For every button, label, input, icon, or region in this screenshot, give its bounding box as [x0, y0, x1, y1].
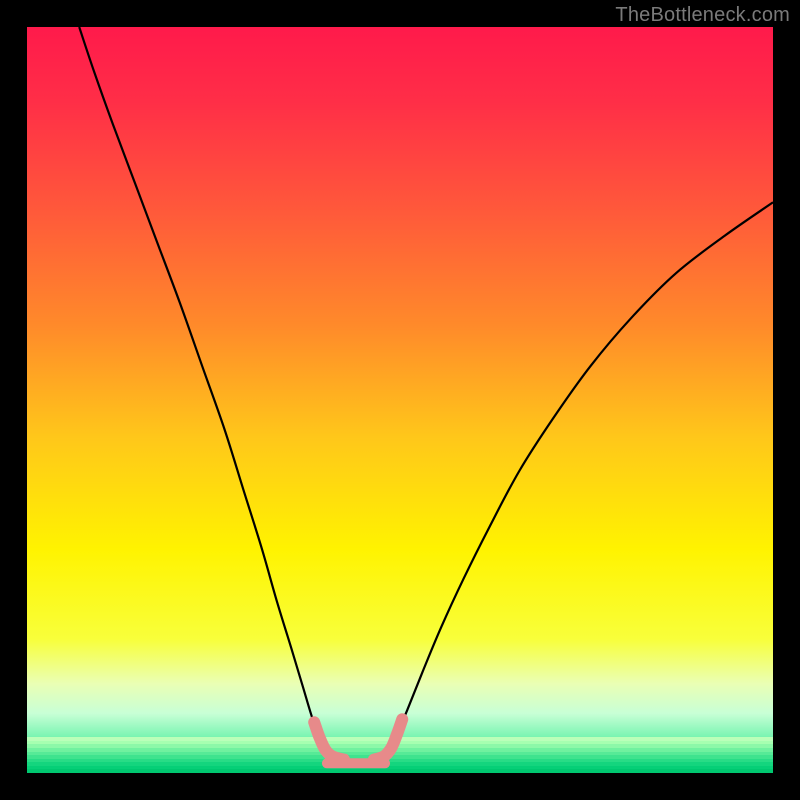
- green-transition-band: [27, 737, 773, 773]
- watermark-text: TheBottleneck.com: [615, 4, 790, 27]
- chart-plot-area: [27, 27, 773, 773]
- green-band-row: [27, 769, 773, 773]
- curve-left: [79, 27, 325, 751]
- bottleneck-curve-svg: [27, 27, 773, 773]
- curve-right: [389, 202, 773, 750]
